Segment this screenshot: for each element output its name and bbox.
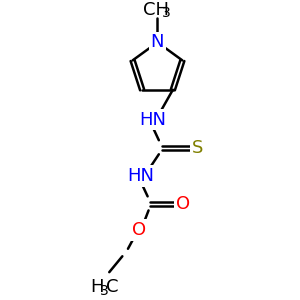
Text: O: O [132,221,146,239]
Text: S: S [191,139,203,157]
Text: 3: 3 [100,284,109,298]
Text: H: H [90,278,104,296]
Text: HN: HN [139,111,166,129]
Text: HN: HN [128,167,154,185]
Text: CH: CH [142,1,169,19]
Text: C: C [106,278,118,296]
Text: O: O [176,195,190,213]
Text: 3: 3 [161,6,170,20]
Text: N: N [151,33,164,51]
